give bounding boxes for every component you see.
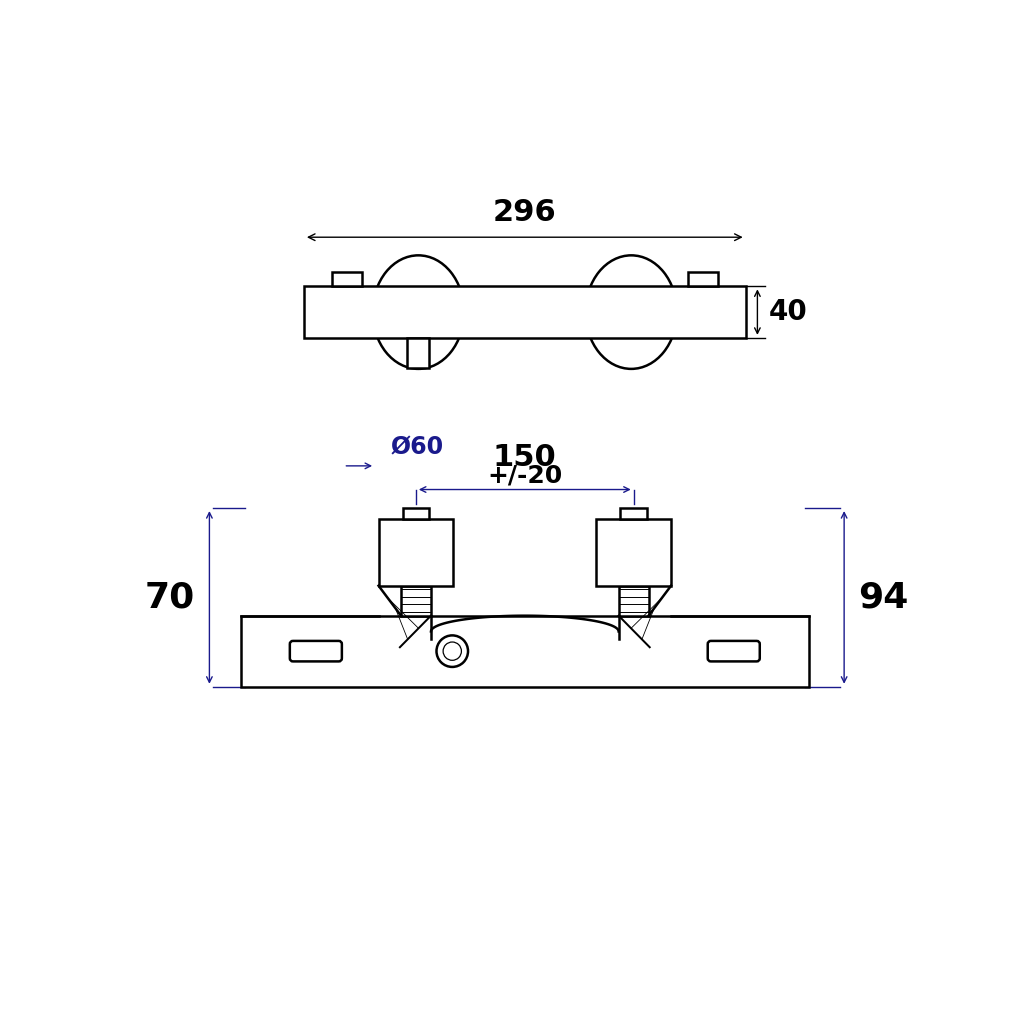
Ellipse shape bbox=[373, 255, 464, 369]
Ellipse shape bbox=[586, 255, 677, 369]
Bar bbox=[408, 338, 429, 368]
Text: 94: 94 bbox=[858, 581, 908, 614]
FancyBboxPatch shape bbox=[708, 641, 760, 662]
Bar bbox=[332, 272, 361, 287]
Text: 40: 40 bbox=[769, 298, 808, 326]
Circle shape bbox=[436, 635, 468, 667]
Bar bbox=[402, 508, 429, 519]
Text: +/-20: +/-20 bbox=[487, 463, 562, 487]
Bar bbox=[688, 272, 718, 287]
Bar bbox=[304, 287, 745, 338]
Circle shape bbox=[443, 642, 462, 660]
Text: 70: 70 bbox=[145, 581, 196, 614]
Bar bbox=[401, 586, 431, 615]
Text: Ø60: Ø60 bbox=[391, 435, 443, 460]
Bar bbox=[621, 508, 647, 519]
Bar bbox=[241, 615, 809, 687]
FancyBboxPatch shape bbox=[290, 641, 342, 662]
Bar bbox=[379, 519, 454, 586]
Bar bbox=[618, 586, 648, 615]
Text: 150: 150 bbox=[493, 443, 557, 472]
Bar bbox=[596, 519, 671, 586]
Text: 296: 296 bbox=[493, 198, 557, 227]
